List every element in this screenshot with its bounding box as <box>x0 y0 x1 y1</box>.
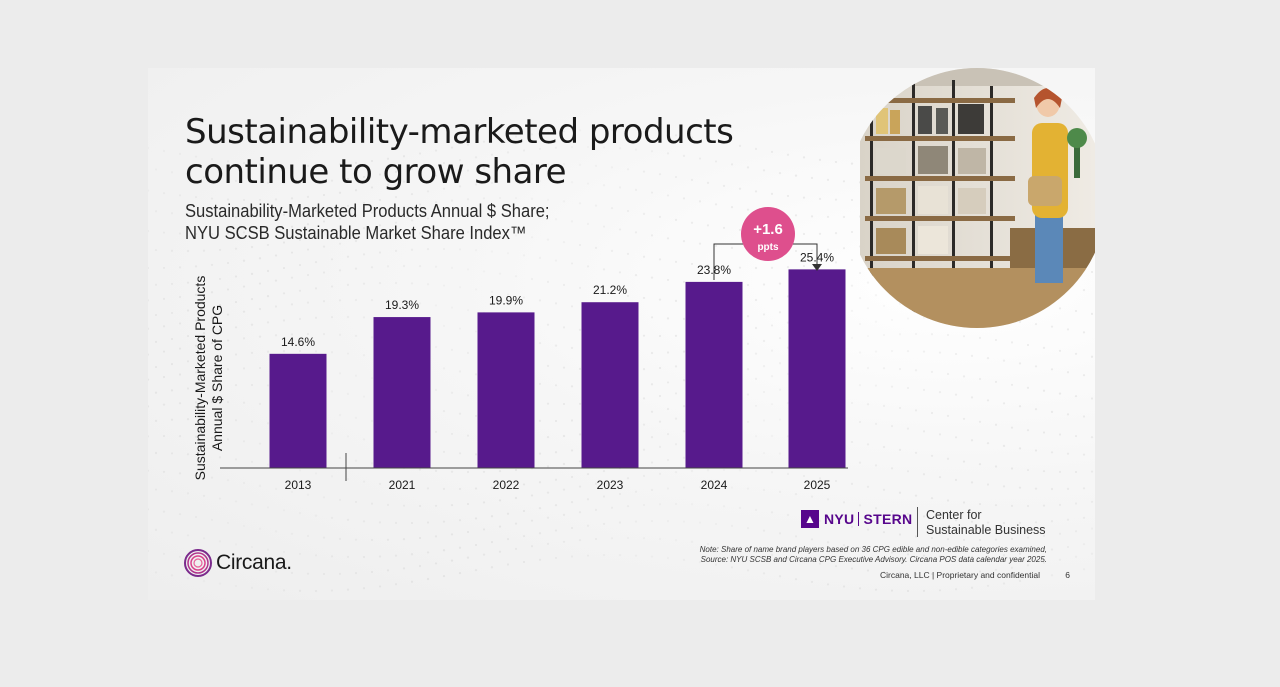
logo-divider <box>917 507 918 537</box>
bar-2024 <box>685 281 743 468</box>
callout-value: +1.6 <box>753 221 783 238</box>
x-tick-2021: 2021 <box>389 478 416 492</box>
slide-title: Sustainability-marketed products continu… <box>185 112 734 192</box>
bar-2022 <box>477 312 535 468</box>
circana-swirl-icon <box>184 549 212 577</box>
callout-arrowhead <box>812 264 822 271</box>
y-axis-label-line-1: Sustainability-Marketed Products <box>192 276 208 481</box>
shopper-photo <box>860 68 1095 328</box>
data-label-2013: 14.6% <box>281 335 315 349</box>
x-tick-2023: 2023 <box>597 478 624 492</box>
x-tick-2022: 2022 <box>493 478 520 492</box>
bar-2023 <box>581 302 639 468</box>
slide: Sustainability-marketed products continu… <box>148 68 1095 600</box>
x-tick-2025: 2025 <box>804 478 831 492</box>
data-label-2021: 19.3% <box>385 298 419 312</box>
center-name-line-2: Sustainable Business <box>926 523 1046 537</box>
bar-chart: 14.6%201319.3%202119.9%202221.2%202323.8… <box>192 207 848 492</box>
callout-unit: ppts <box>757 242 779 253</box>
callout-badge <box>741 207 795 261</box>
center-name: Center for Sustainable Business <box>926 508 1066 538</box>
logo-separator <box>858 512 860 526</box>
growth-callout: +1.6 ppts <box>713 207 822 280</box>
chart-subtitle: Sustainability-Marketed Products Annual … <box>185 200 700 244</box>
data-label-2022: 19.9% <box>489 293 523 307</box>
circana-wordmark: Circana. <box>216 551 292 574</box>
footer-text: Circana, LLC | Proprietary and confident… <box>879 570 1040 580</box>
nyu-wordmark: NYU <box>824 511 855 527</box>
circana-logo: Circana. <box>183 548 292 578</box>
x-tick-2024: 2024 <box>701 478 728 492</box>
y-axis-label-line-2: Annual $ Share of CPG <box>209 305 225 451</box>
x-tick-2013: 2013 <box>285 478 312 492</box>
source-note: Note: Share of name brand players based … <box>627 545 1047 565</box>
nyu-stern-logo: ▲ NYU STERN <box>801 510 912 528</box>
center-name-line-1: Center for <box>926 508 982 522</box>
subtitle-line-2: NYU SCSB Sustainable Market Share Index™ <box>185 223 527 243</box>
bar-2013 <box>269 353 327 468</box>
bar-2025 <box>788 269 846 468</box>
note-line-2: Source: NYU SCSB and Circana CPG Executi… <box>700 555 1047 564</box>
data-label-2023: 21.2% <box>593 283 627 297</box>
torch-icon: ▲ <box>801 510 819 528</box>
bar-2021 <box>373 317 431 468</box>
page-number: 6 <box>1065 570 1070 580</box>
stern-wordmark: STERN <box>863 511 913 527</box>
note-line-1: Note: Share of name brand players based … <box>699 545 1047 554</box>
subtitle-line-1: Sustainability-Marketed Products Annual … <box>185 201 550 221</box>
